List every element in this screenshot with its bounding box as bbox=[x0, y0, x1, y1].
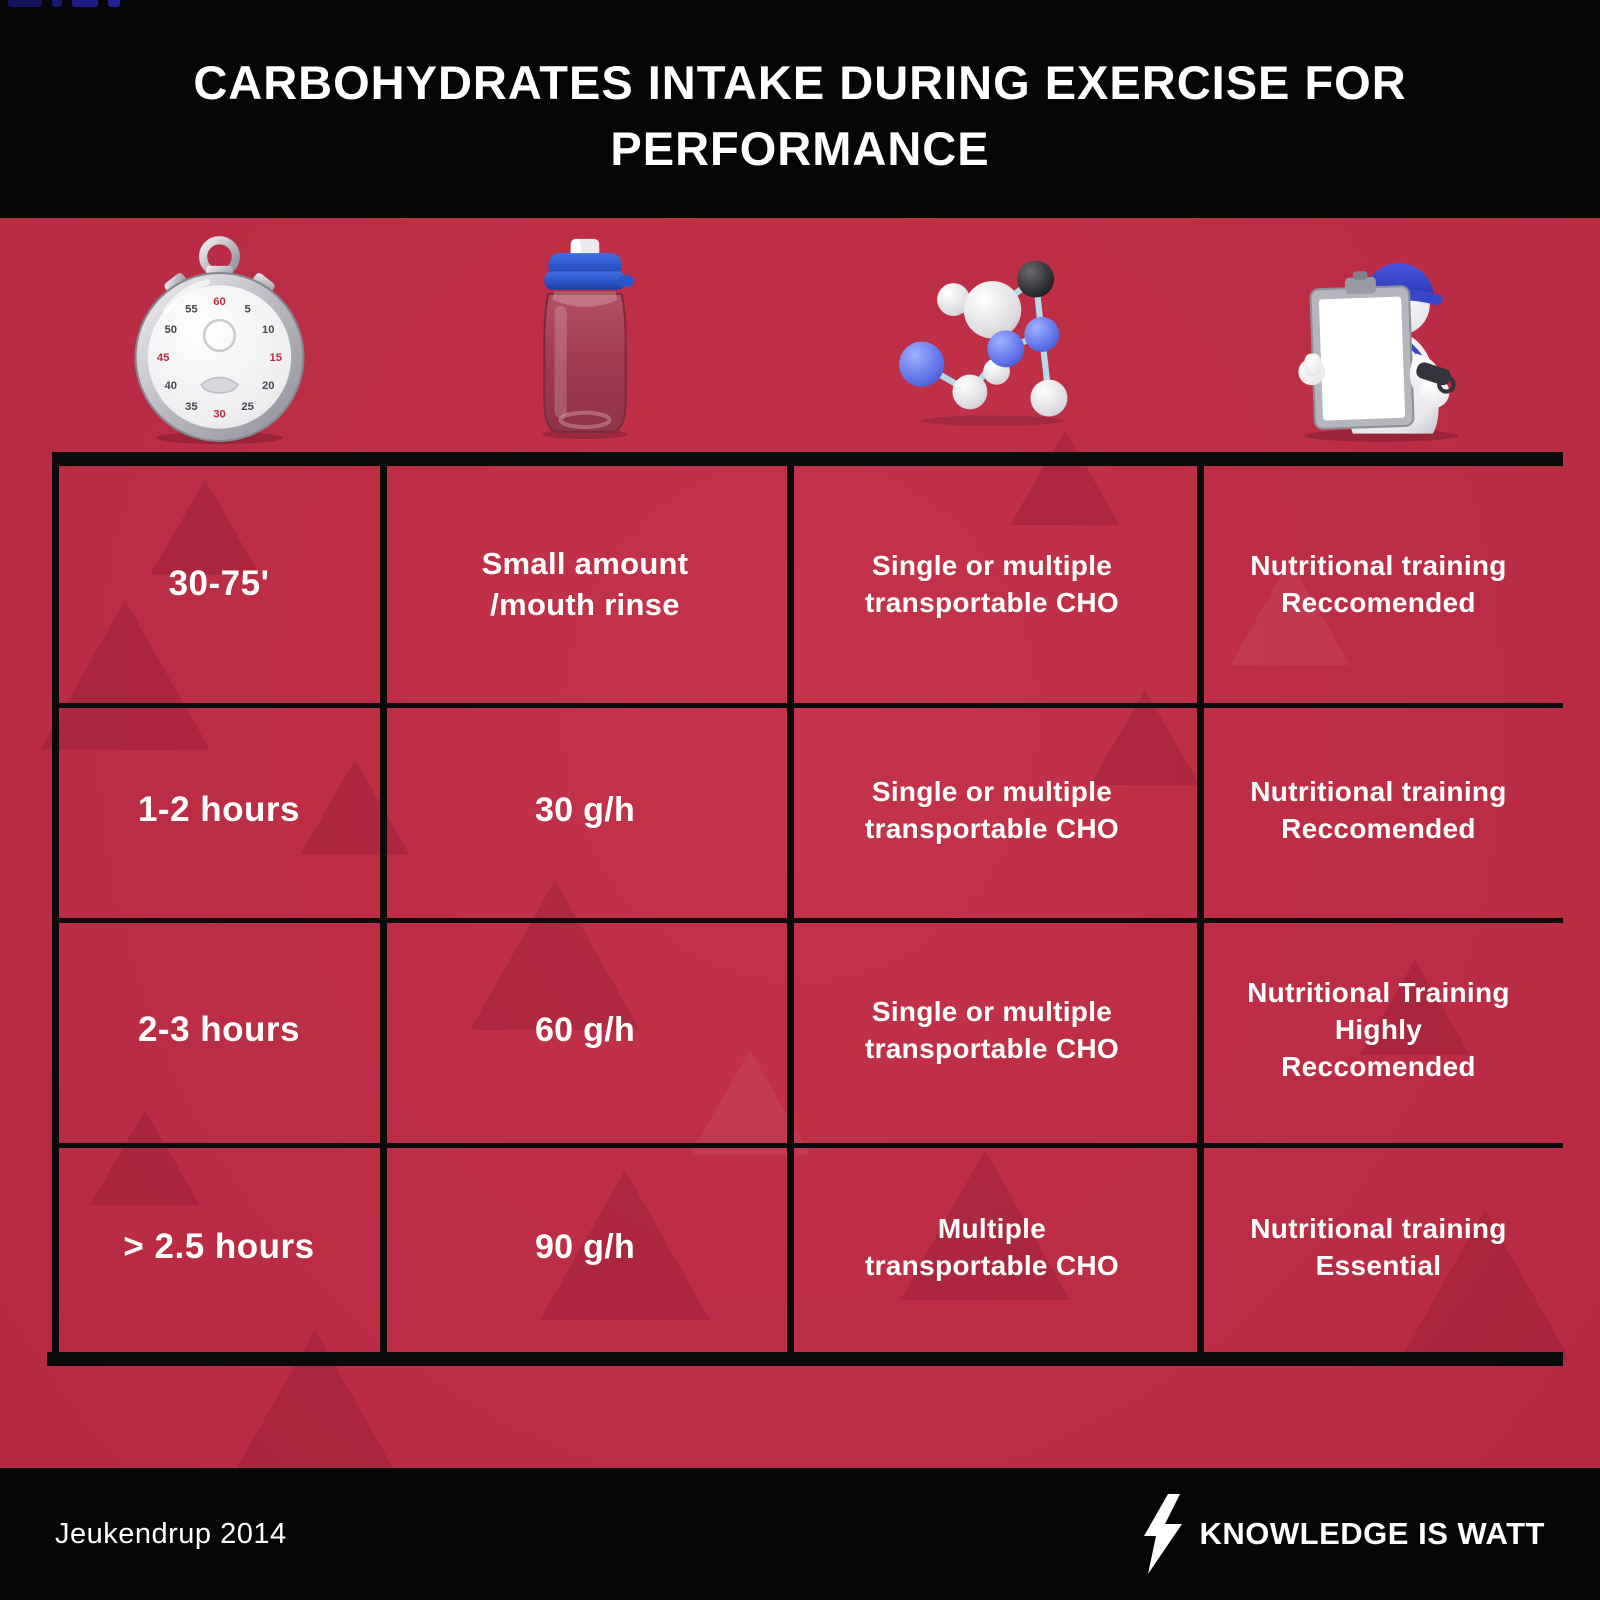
amount-cell: 90 g/h bbox=[534, 1228, 636, 1267]
triangle-decoration bbox=[90, 1110, 200, 1205]
svg-text:35: 35 bbox=[185, 400, 198, 412]
triangle-decoration bbox=[1010, 430, 1120, 525]
triangle-decoration bbox=[1400, 1210, 1570, 1360]
training-advice-cell: Nutritional training Reccomended bbox=[1250, 775, 1507, 844]
grid-line-column-separator bbox=[52, 452, 59, 1366]
amount-cell: 60 g/h bbox=[534, 1011, 636, 1050]
amount-cell: Small amount /mouth rinse bbox=[481, 545, 689, 622]
svg-text:45: 45 bbox=[156, 352, 169, 364]
triangle-decoration bbox=[470, 880, 640, 1030]
grid-line-row-separator bbox=[52, 703, 1563, 708]
brand-name: KNOWLEDGE IS WATT bbox=[1199, 1516, 1545, 1551]
source-citation: Jeukendrup 2014 bbox=[55, 1517, 287, 1550]
grid-line-top bbox=[52, 452, 1563, 466]
triangle-decoration bbox=[900, 1150, 1070, 1300]
grid-line-column-separator bbox=[787, 452, 794, 1366]
svg-text:10: 10 bbox=[262, 323, 275, 335]
svg-text:55: 55 bbox=[185, 303, 198, 315]
triangle-decoration bbox=[300, 760, 410, 855]
svg-text:60: 60 bbox=[213, 295, 226, 307]
corner-artifact bbox=[8, 0, 120, 10]
footer-bar: Jeukendrup 2014 KNOWLEDGE IS WATT bbox=[0, 1468, 1600, 1600]
cho-type-cell: Single or multiple transportable CHO bbox=[864, 549, 1120, 618]
svg-text:20: 20 bbox=[262, 380, 275, 392]
cho-molecule-icon bbox=[787, 218, 1197, 454]
svg-text:15: 15 bbox=[269, 352, 282, 364]
svg-text:30: 30 bbox=[213, 408, 226, 420]
cho-type-cell: Multiple transportable CHO bbox=[864, 1212, 1120, 1281]
triangle-decoration bbox=[540, 1170, 710, 1320]
page-title: CARBOHYDRATES INTAKE DURING EXERCISE FOR… bbox=[193, 56, 1407, 175]
training-advice-cell: Nutritional training Reccomended bbox=[1250, 549, 1507, 618]
cho-type-cell: Single or multiple transportable CHO bbox=[864, 995, 1120, 1064]
training-advice-cell: Nutritional Training Highly Reccomended bbox=[1247, 977, 1510, 1082]
table-column-icons-row: 60 5 10 15 20 25 30 35 40 45 50 55 bbox=[55, 218, 1560, 454]
header-bar: CARBOHYDRATES INTAKE DURING EXERCISE FOR… bbox=[0, 0, 1600, 218]
coach-clipboard-icon bbox=[1197, 218, 1560, 454]
duration-cell: > 2.5 hours bbox=[123, 1227, 315, 1267]
svg-text:50: 50 bbox=[164, 323, 177, 335]
grid-line-column-separator bbox=[380, 452, 387, 1366]
svg-text:40: 40 bbox=[164, 380, 177, 392]
triangle-decoration bbox=[1230, 560, 1350, 665]
triangle-decoration bbox=[40, 600, 210, 750]
stopwatch-icon: 60 5 10 15 20 25 30 35 40 45 50 55 bbox=[55, 218, 383, 454]
duration-cell: 30-75' bbox=[168, 564, 270, 604]
svg-text:5: 5 bbox=[244, 303, 250, 315]
grid-line-row-separator bbox=[52, 1143, 1563, 1148]
brand-logo: KNOWLEDGE IS WATT bbox=[1138, 1492, 1545, 1576]
triangle-decoration bbox=[150, 480, 260, 575]
lightning-bolt-icon bbox=[1143, 1494, 1182, 1574]
triangle-decoration bbox=[1360, 960, 1470, 1055]
svg-text:25: 25 bbox=[241, 400, 254, 412]
amount-cell: 30 g/h bbox=[534, 791, 636, 830]
grid-line-column-separator bbox=[1197, 452, 1204, 1366]
duration-cell: 1-2 hours bbox=[137, 790, 301, 830]
duration-cell: 2-3 hours bbox=[137, 1010, 301, 1050]
cho-type-cell: Single or multiple transportable CHO bbox=[864, 775, 1120, 844]
sports-bottle-icon bbox=[383, 218, 787, 454]
training-advice-cell: Nutritional training Essential bbox=[1250, 1212, 1507, 1281]
data-table: 30-75' Small amount /mouth rinse Single … bbox=[55, 466, 1560, 1352]
grid-line-row-separator bbox=[52, 918, 1563, 923]
grid-line-bottom bbox=[47, 1352, 1563, 1366]
